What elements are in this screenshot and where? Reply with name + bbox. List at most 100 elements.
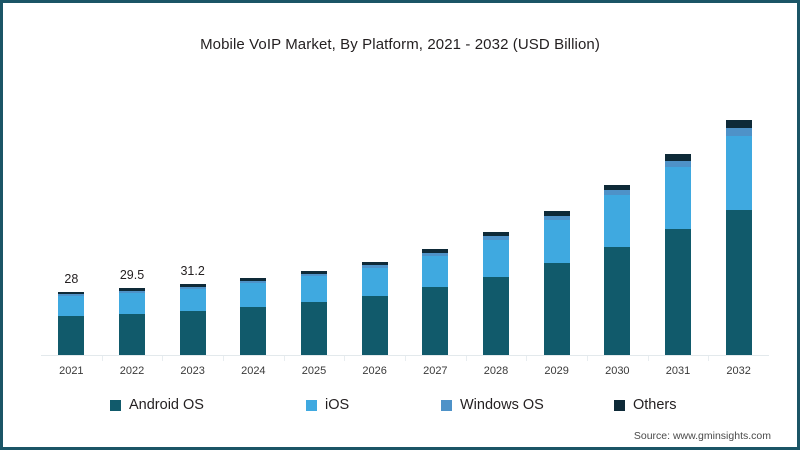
axis-baseline: [41, 355, 769, 356]
bar-segment-others[interactable]: [422, 248, 449, 253]
bar-segment-others[interactable]: [179, 284, 206, 287]
bar-segment-windows-os[interactable]: [301, 273, 327, 277]
bar-segment-ios[interactable]: [725, 136, 752, 210]
axis-tick-mark: [101, 356, 103, 361]
bar-segment-android-os[interactable]: [58, 316, 85, 355]
bar-segment-others[interactable]: [665, 154, 691, 161]
bar-column-2026[interactable]: [361, 261, 388, 355]
axis-tick-mark: [344, 356, 346, 361]
legend-item-ios[interactable]: iOS: [306, 395, 349, 415]
bar-segment-windows-os[interactable]: [725, 128, 752, 137]
stacked-bar[interactable]: [361, 261, 388, 355]
bar-segment-android-os[interactable]: [422, 287, 449, 355]
axis-tick-mark: [465, 356, 467, 361]
bar-segment-ios[interactable]: [119, 292, 145, 314]
bar-segment-ios[interactable]: [58, 296, 85, 317]
stacked-bar[interactable]: [58, 291, 85, 355]
bar-segment-android-os[interactable]: [604, 247, 631, 355]
stacked-bar[interactable]: [301, 270, 327, 355]
bar-segment-windows-os[interactable]: [483, 236, 509, 240]
bar-segment-others[interactable]: [58, 291, 85, 295]
bar-segment-ios[interactable]: [665, 167, 691, 229]
bar-column-2031[interactable]: [665, 154, 691, 355]
bar-segment-windows-os[interactable]: [240, 280, 267, 284]
bar-column-2024[interactable]: [240, 278, 267, 355]
bar-column-2030[interactable]: [604, 184, 631, 355]
x-axis-tick-2026: 2026: [362, 365, 387, 377]
bar-segment-others[interactable]: [240, 278, 267, 281]
axis-tick-mark: [162, 356, 164, 361]
bar-column-2021[interactable]: [58, 291, 85, 355]
bar-segment-others[interactable]: [543, 210, 570, 216]
bar-segment-windows-os[interactable]: [179, 286, 206, 289]
stacked-bar[interactable]: [240, 278, 267, 355]
x-axis-tick-2028: 2028: [483, 365, 509, 377]
axis-tick-mark: [587, 356, 588, 361]
legend-swatch-others-icon: [614, 399, 625, 411]
bar-segment-windows-os[interactable]: [361, 264, 388, 268]
plot-area: 28 29.5 31.2: [41, 83, 769, 355]
axis-tick-mark: [223, 356, 224, 361]
bar-segment-android-os[interactable]: [543, 263, 570, 355]
bar-segment-ios[interactable]: [179, 288, 206, 311]
bar-column-2032[interactable]: [725, 120, 752, 355]
bar-value-label-2021: 28: [64, 271, 79, 286]
legend-label-windows: Windows OS: [460, 397, 544, 413]
bar-segment-android-os[interactable]: [361, 295, 388, 355]
stacked-bar[interactable]: [604, 184, 631, 355]
bar-segment-ios[interactable]: [361, 267, 388, 296]
x-axis-tick-2023: 2023: [180, 365, 205, 377]
bar-segment-ios[interactable]: [422, 255, 449, 288]
stacked-bar[interactable]: [543, 210, 570, 355]
bar-segment-ios[interactable]: [483, 239, 509, 277]
bar-segment-others[interactable]: [483, 232, 509, 237]
bar-segment-windows-os[interactable]: [543, 215, 570, 220]
bar-segment-android-os[interactable]: [665, 228, 691, 355]
stacked-bar[interactable]: [179, 284, 206, 355]
bar-segment-windows-os[interactable]: [604, 190, 631, 196]
bar-column-2025[interactable]: [301, 270, 327, 355]
bar-segment-android-os[interactable]: [119, 313, 145, 355]
chart-legend: Android OS iOS Windows OS Others: [3, 395, 797, 419]
bar-segment-ios[interactable]: [301, 276, 327, 302]
stacked-bar[interactable]: [119, 288, 145, 355]
stacked-bar[interactable]: [725, 120, 752, 355]
bar-segment-android-os[interactable]: [483, 276, 509, 355]
bar-column-2028[interactable]: [483, 232, 509, 355]
page-title: Mobile VoIP Market, By Platform, 2021 - …: [200, 36, 600, 53]
legend-label-others: Others: [633, 397, 677, 413]
bar-segment-others[interactable]: [604, 184, 631, 191]
axis-tick-mark: [405, 356, 406, 361]
bar-segment-others[interactable]: [361, 261, 388, 265]
axis-tick-mark: [283, 356, 285, 361]
bar-segment-windows-os[interactable]: [119, 290, 145, 293]
stacked-bar[interactable]: [422, 248, 449, 355]
x-axis-tick-2025: 2025: [301, 365, 327, 377]
bar-column-2022[interactable]: [119, 288, 145, 355]
x-axis-tick-2030: 2030: [605, 365, 630, 377]
bar-segment-others[interactable]: [301, 270, 327, 274]
x-axis: 2021 2022 2023 2024 2025 2026 2027 2028 2029 2030…: [41, 365, 769, 383]
legend-item-android[interactable]: Android OS: [110, 395, 204, 415]
bar-segment-windows-os[interactable]: [58, 294, 85, 297]
bar-column-2029[interactable]: [543, 210, 570, 355]
bar-segment-android-os[interactable]: [725, 209, 752, 355]
bar-segment-others[interactable]: [725, 120, 752, 129]
bar-segment-windows-os[interactable]: [422, 252, 449, 256]
bar-segment-android-os[interactable]: [179, 310, 206, 355]
legend-item-windows[interactable]: Windows OS: [441, 395, 544, 415]
bar-segment-ios[interactable]: [240, 283, 267, 307]
bar-segment-android-os[interactable]: [301, 301, 327, 355]
stacked-bar[interactable]: [665, 154, 691, 355]
bar-segment-others[interactable]: [119, 288, 145, 291]
bar-segment-ios[interactable]: [543, 219, 570, 264]
bar-column-2027[interactable]: [422, 248, 449, 355]
legend-swatch-windows-icon: [441, 399, 452, 411]
stacked-bar[interactable]: [483, 232, 509, 355]
bar-segment-android-os[interactable]: [240, 306, 267, 355]
bar-segment-windows-os[interactable]: [665, 161, 691, 168]
bar-segment-ios[interactable]: [604, 195, 631, 248]
bar-column-2023[interactable]: [179, 284, 206, 355]
legend-item-others[interactable]: Others: [614, 395, 677, 415]
